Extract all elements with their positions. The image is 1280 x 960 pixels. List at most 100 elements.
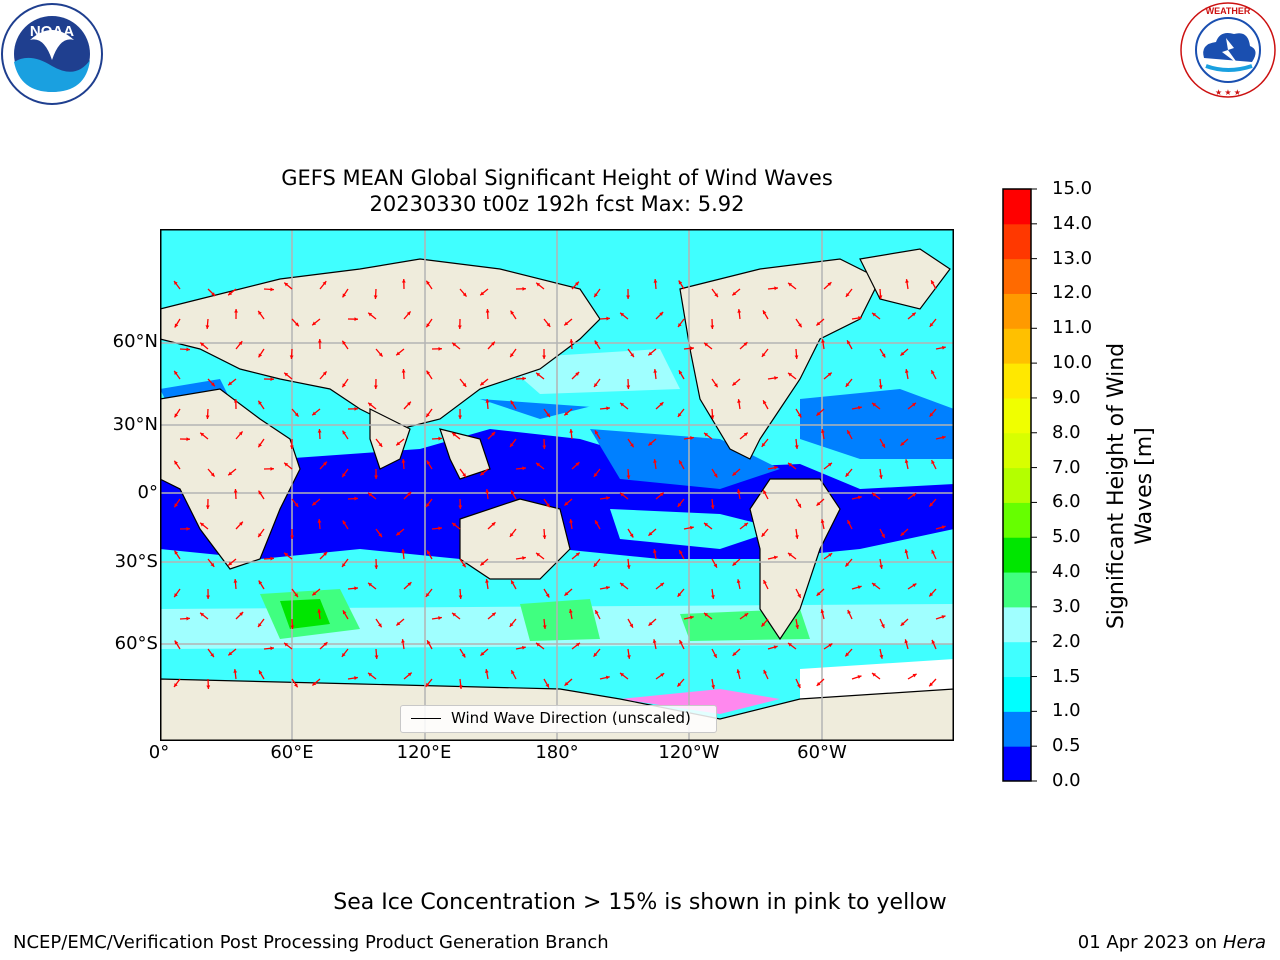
wave-arrow-head xyxy=(845,292,850,297)
wave-arrow-head xyxy=(941,615,946,619)
legend-line-sample xyxy=(411,718,441,719)
sea-ice-note: Sea Ice Concentration > 15% is shown in … xyxy=(333,890,947,915)
wave-arrow-head xyxy=(509,532,514,537)
wave-arrow-head xyxy=(401,549,406,553)
wave-arrow-head xyxy=(200,522,205,527)
wave-arrow-head xyxy=(323,551,328,556)
wave-arrow-head xyxy=(606,585,610,590)
wave-arrow-head xyxy=(872,672,876,677)
wave-arrow-head xyxy=(480,561,485,566)
wave-arrow-head xyxy=(773,555,778,560)
wave-arrow-head xyxy=(239,521,243,526)
wave-arrow-head xyxy=(200,612,205,617)
wave-arrow-head xyxy=(931,280,935,285)
wave-arrow-head xyxy=(174,640,179,645)
wave-arrow-head xyxy=(322,371,327,376)
wave-arrow-head xyxy=(736,489,741,493)
wave-arrow-head xyxy=(827,282,832,287)
wave-arrow-head xyxy=(564,411,569,416)
wave-arrow-head xyxy=(653,459,657,463)
wave-arrow-head xyxy=(485,489,490,493)
wave-arrow-head xyxy=(401,639,405,643)
colorbar-segment xyxy=(1003,363,1031,399)
colorbar-tick-label: 13.0 xyxy=(1052,247,1093,269)
wave-arrow-head xyxy=(510,353,514,358)
lon-label-120w: 120°W xyxy=(658,742,720,763)
wave-arrow-head xyxy=(710,325,715,329)
wave-arrow-head xyxy=(593,652,598,657)
wave-arrow-head xyxy=(461,653,466,658)
wave-arrow-head xyxy=(270,646,274,651)
wave-arrow-head xyxy=(228,651,233,656)
wave-arrow-head xyxy=(186,437,190,442)
wave-arrow-head xyxy=(575,552,580,557)
wave-arrow-head xyxy=(396,351,401,356)
wave-arrow-head xyxy=(233,399,238,403)
wave-arrow-head xyxy=(342,293,347,298)
wave-arrow-head xyxy=(606,316,610,321)
wave-arrow-head xyxy=(452,342,457,347)
colorbar-segment xyxy=(1003,397,1031,434)
wave-arrow-head xyxy=(857,585,862,590)
wave-arrow-head xyxy=(491,341,495,346)
wave-arrow-head xyxy=(425,682,430,687)
wave-arrow-head xyxy=(407,672,412,677)
wave-arrow-head xyxy=(294,593,298,598)
wave-arrow-head xyxy=(396,441,401,446)
wave-arrow-head xyxy=(228,381,233,386)
wave-arrow-head xyxy=(426,413,430,418)
wave-arrow-head xyxy=(200,342,205,347)
wave-arrow-head xyxy=(536,462,541,467)
colorbar-title-line1: Significant Height of Wind xyxy=(1104,342,1129,630)
wave-arrow-head xyxy=(900,622,905,626)
wave-arrow-head xyxy=(627,655,631,659)
wave-arrow-head xyxy=(407,491,412,496)
colorbar-segment xyxy=(1003,502,1031,538)
wave-arrow-head xyxy=(396,531,401,536)
wave-arrow-head xyxy=(872,582,876,587)
wave-arrow-head xyxy=(427,640,431,645)
wave-arrow-head xyxy=(317,339,322,343)
chart-title: GEFS MEAN Global Significant Height of W… xyxy=(281,166,833,190)
wave-arrow-head xyxy=(774,465,778,470)
wave-arrow-head xyxy=(354,496,358,501)
wave-arrow-head xyxy=(174,280,178,285)
wave-arrow-head xyxy=(546,503,550,508)
nws-logo: WEATHER ★ ★ ★ xyxy=(1180,2,1276,98)
wave-arrow-head xyxy=(858,316,862,320)
wave-arrow-head xyxy=(342,520,347,525)
wave-arrow-head xyxy=(426,503,430,508)
wave-arrow-head xyxy=(736,579,741,584)
wave-arrow-head xyxy=(378,623,382,628)
wave-arrow-head xyxy=(763,669,767,674)
wave-arrow-head xyxy=(546,413,550,418)
wave-arrow-head xyxy=(912,493,917,497)
wave-arrow-head xyxy=(788,462,793,467)
wave-arrow-head xyxy=(426,323,430,328)
wave-arrow-head xyxy=(258,353,263,358)
wave-arrow-head xyxy=(881,353,886,358)
wave-arrow-head xyxy=(401,459,406,463)
wave-arrow-head xyxy=(452,522,457,527)
wave-arrow-head xyxy=(828,553,833,557)
wave-arrow-head xyxy=(593,472,598,477)
wave-arrow-head xyxy=(904,459,909,464)
wave-arrow-head xyxy=(797,684,801,689)
wave-arrow-head xyxy=(659,492,664,497)
wave-arrow-head xyxy=(629,533,634,538)
wave-arrow-head xyxy=(317,429,322,433)
wave-arrow-head xyxy=(575,371,580,376)
wave-arrow-head xyxy=(373,385,378,389)
wave-arrow-head xyxy=(368,402,373,407)
wave-arrow-head xyxy=(626,385,631,389)
wave-arrow-head xyxy=(788,282,793,287)
wave-arrow-head xyxy=(233,669,238,673)
wave-arrow-head xyxy=(900,351,905,356)
colorbar-tick-label: 0.0 xyxy=(1052,770,1081,791)
wave-arrow-head xyxy=(484,669,489,673)
wave-arrow-head xyxy=(929,322,934,327)
wave-arrow-head xyxy=(239,611,244,616)
wave-arrow-head xyxy=(761,352,766,357)
colorbar-segment xyxy=(1003,572,1031,608)
wave-arrow-head xyxy=(354,676,358,680)
